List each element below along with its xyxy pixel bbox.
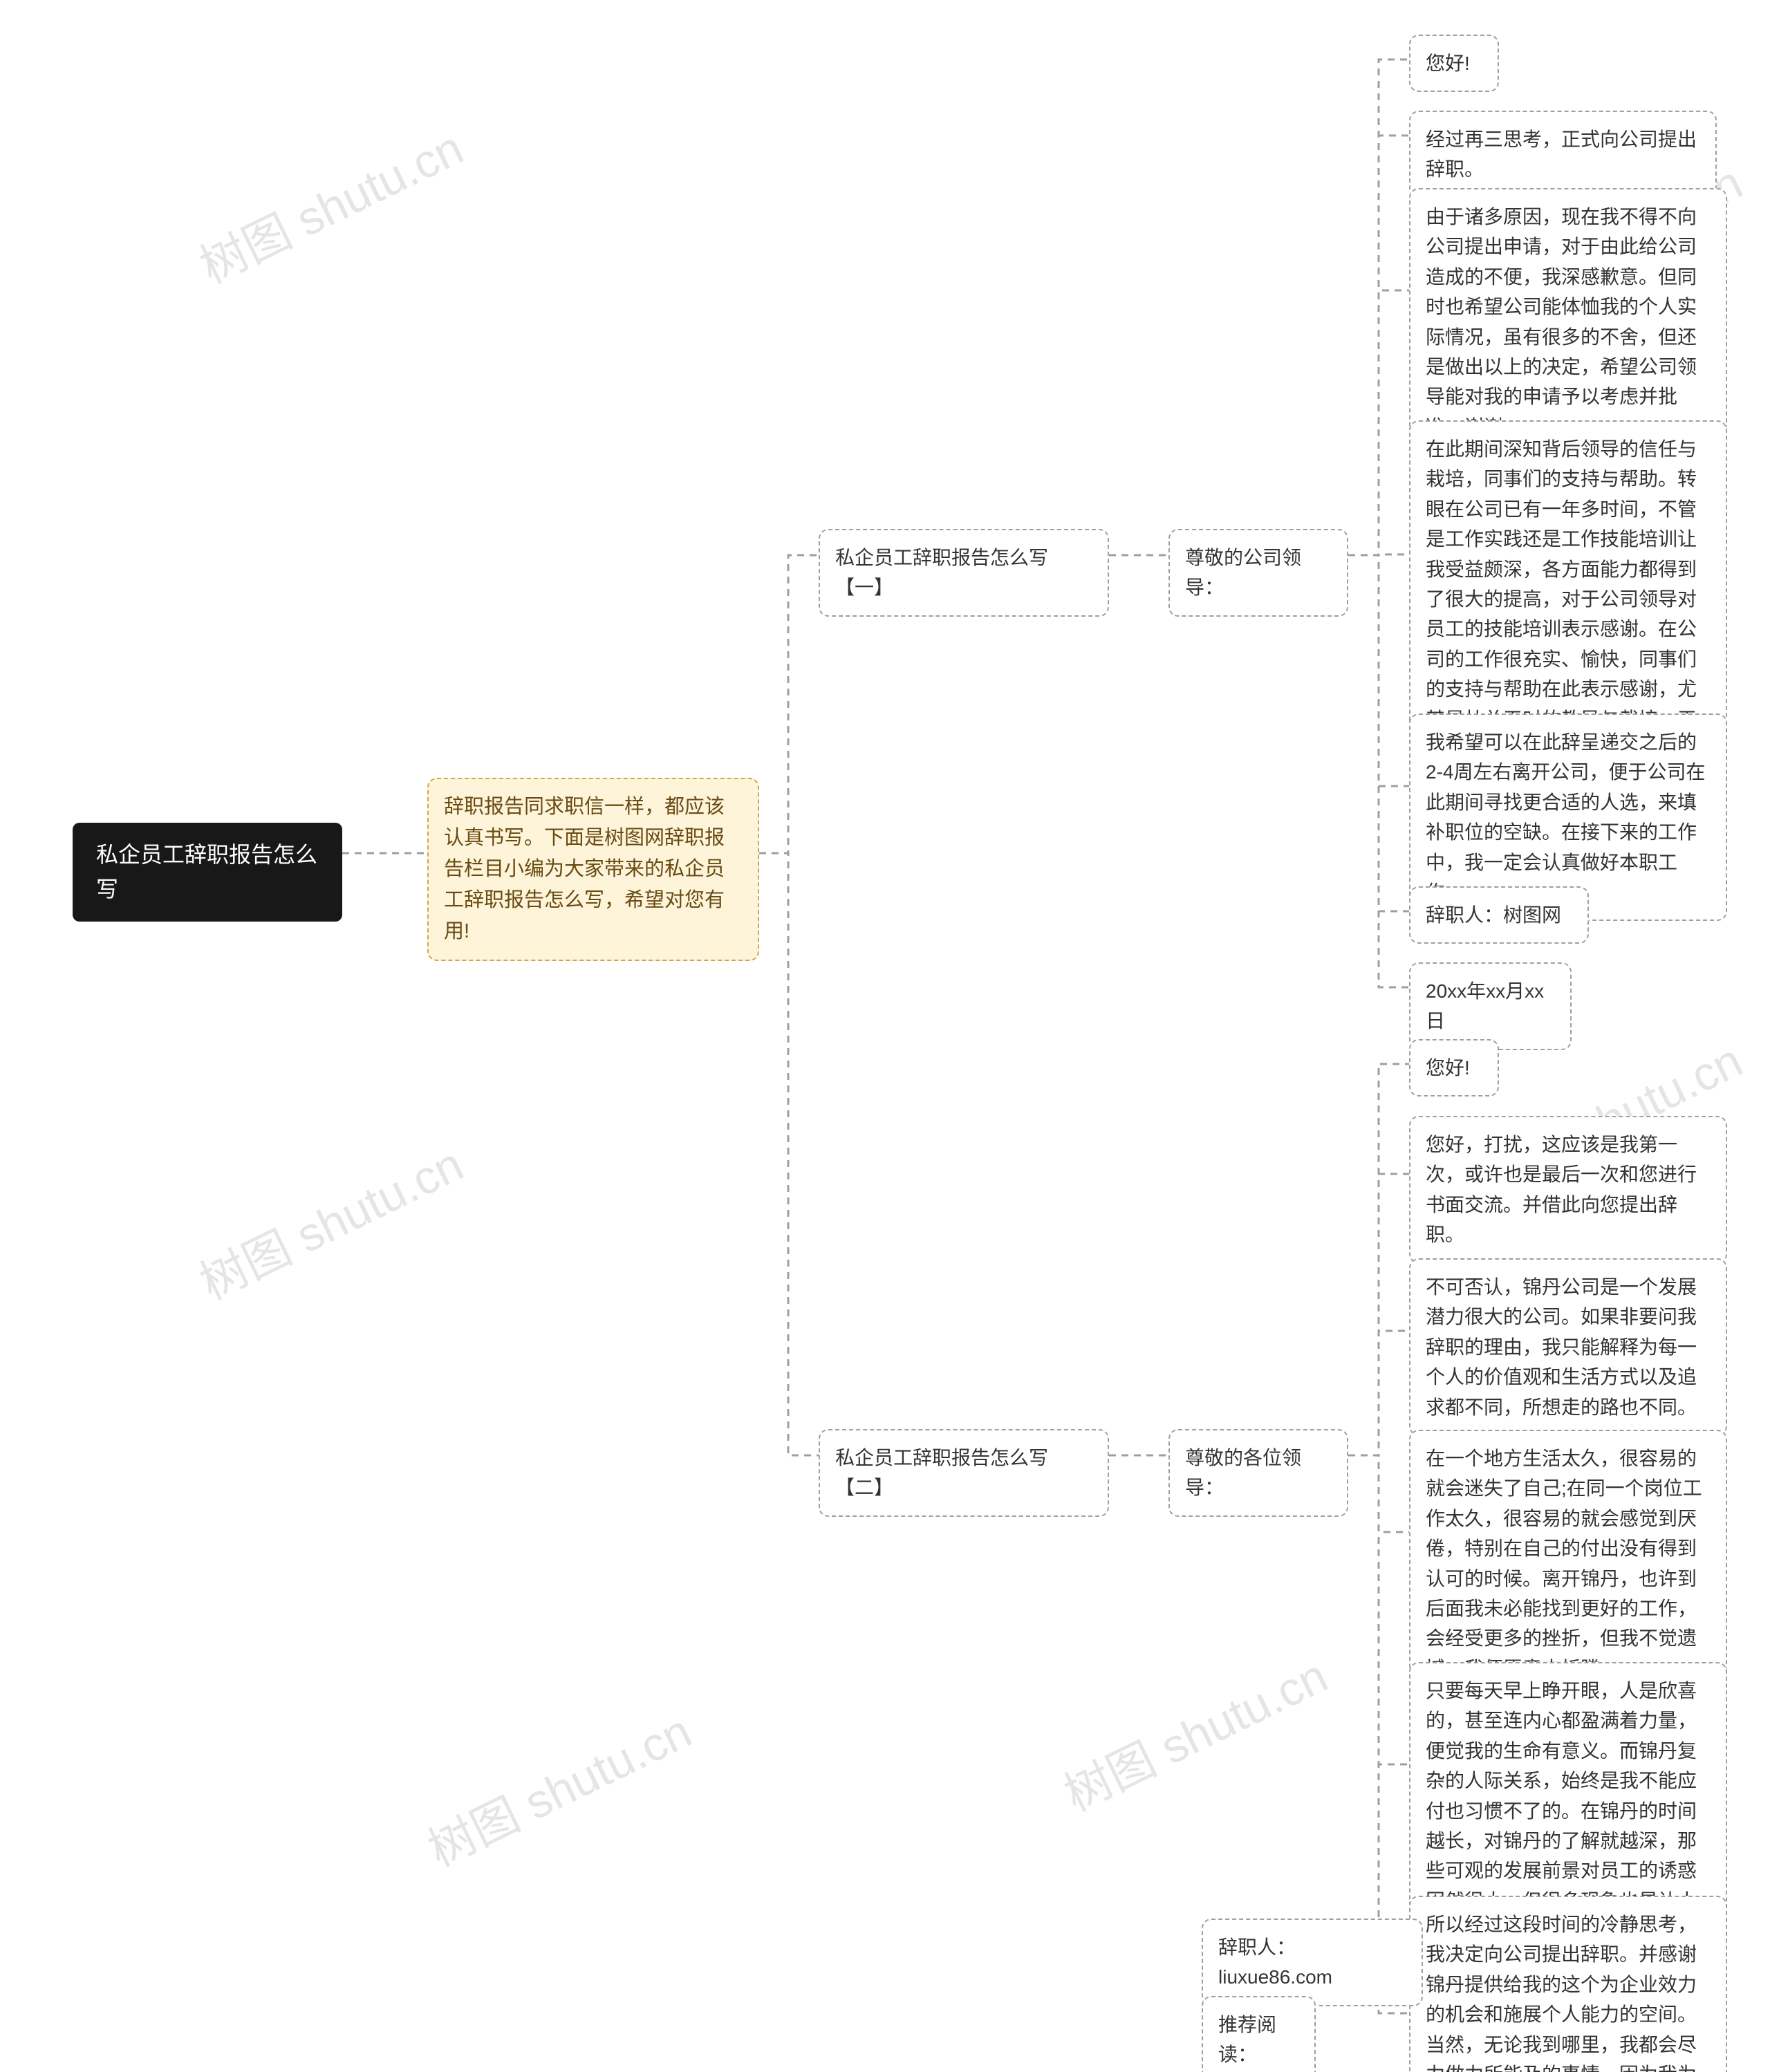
leaf-node[interactable]: 20xx年xx月xx日: [1409, 962, 1572, 1050]
leaf-node[interactable]: 由于诸多原因，现在我不得不向公司提出申请，对于由此给公司造成的不便，我深感歉意。…: [1409, 188, 1727, 456]
leaf-node[interactable]: 推荐阅读：: [1202, 1996, 1316, 2072]
mindmap-canvas: 树图 shutu.cn 树图 shutu.cn 树图 shutu.cn 树图 s…: [0, 0, 1770, 2072]
leaf-node[interactable]: 经过再三思考，正式向公司提出辞职。: [1409, 111, 1717, 198]
section-2-node[interactable]: 私企员工辞职报告怎么写【二】: [819, 1429, 1109, 1517]
addressee-2-node[interactable]: 尊敬的各位领导：: [1168, 1429, 1348, 1517]
leaf-node[interactable]: 您好!: [1409, 1039, 1499, 1096]
watermark: 树图 shutu.cn: [1051, 1638, 1337, 1824]
leaf-node[interactable]: 辞职人：liuxue86.com: [1202, 1919, 1423, 2006]
watermark: 树图 shutu.cn: [187, 110, 473, 297]
intro-node[interactable]: 辞职报告同求职信一样，都应该认真书写。下面是树图网辞职报告栏目小编为大家带来的私…: [427, 778, 759, 961]
root-node[interactable]: 私企员工辞职报告怎么写: [73, 823, 342, 922]
leaf-node[interactable]: 在一个地方生活太久，很容易的就会迷失了自己;在同一个岗位工作太久，很容易的就会感…: [1409, 1430, 1727, 1697]
leaf-node[interactable]: 不可否认，锦丹公司是一个发展潜力很大的公司。如果非要问我辞职的理由，我只能解释为…: [1409, 1258, 1727, 1436]
leaf-node[interactable]: 辞职人：树图网: [1409, 886, 1589, 944]
watermark: 树图 shutu.cn: [187, 1126, 473, 1313]
leaf-node[interactable]: 所以经过这段时间的冷静思考，我决定向公司提出辞职。并感谢锦丹提供给我的这个为企业…: [1409, 1896, 1727, 2072]
leaf-node[interactable]: 您好!: [1409, 35, 1499, 92]
leaf-node[interactable]: 您好，打扰，这应该是我第一次，或许也是最后一次和您进行书面交流。并借此向您提出辞…: [1409, 1116, 1727, 1264]
addressee-1-node[interactable]: 尊敬的公司领导：: [1168, 529, 1348, 617]
watermark: 树图 shutu.cn: [415, 1693, 701, 1880]
section-1-node[interactable]: 私企员工辞职报告怎么写【一】: [819, 529, 1109, 617]
